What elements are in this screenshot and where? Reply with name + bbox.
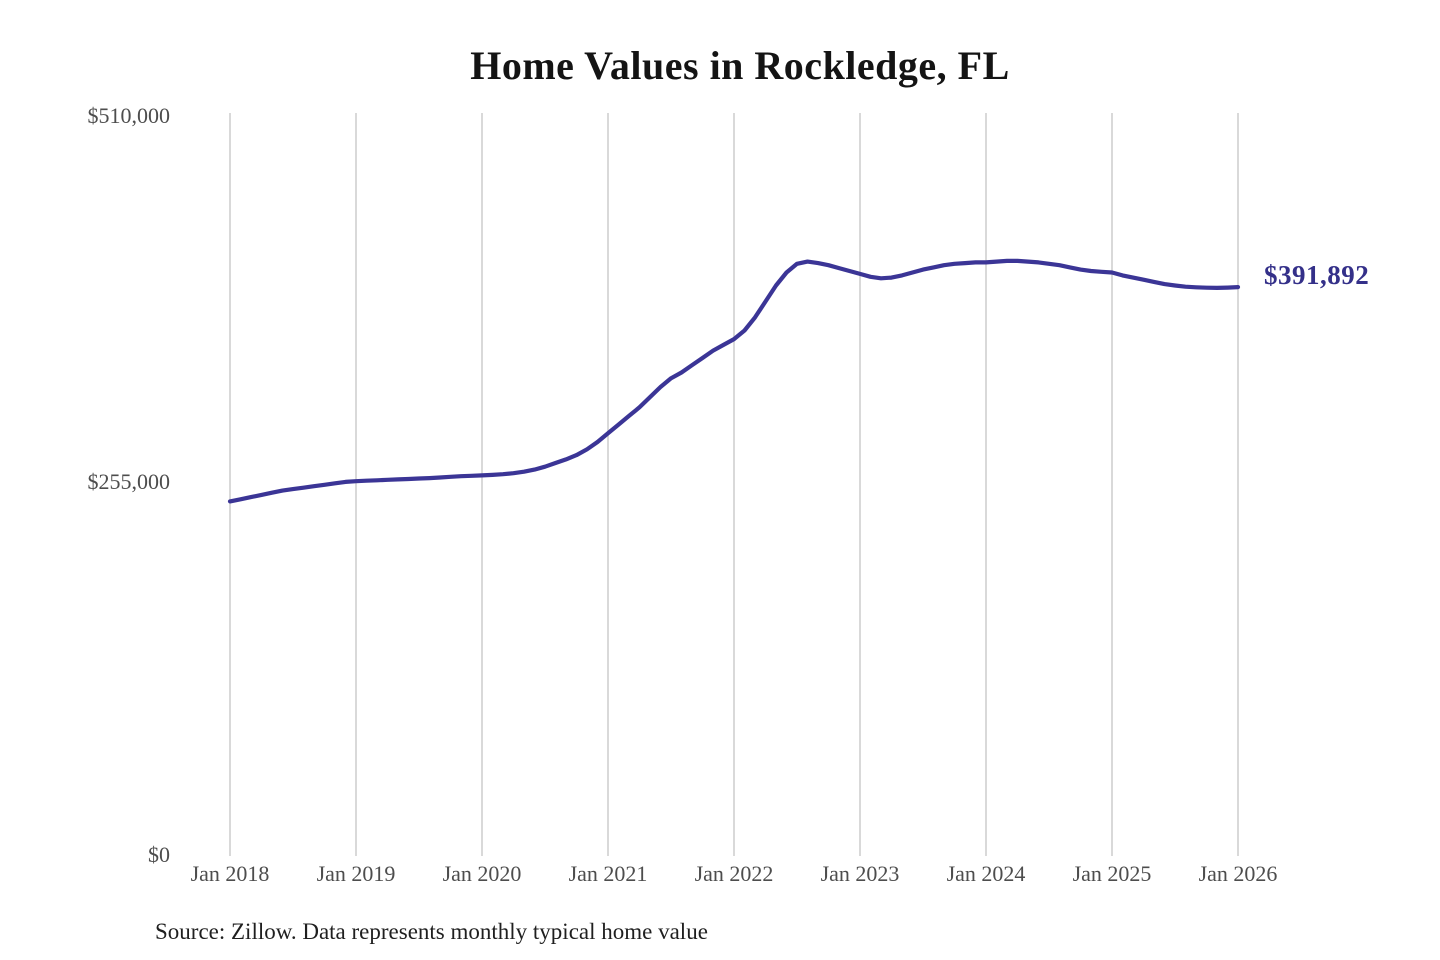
chart-title: Home Values in Rockledge, FL bbox=[470, 43, 1010, 88]
x-tick-label-2026: Jan 2026 bbox=[1198, 861, 1278, 886]
x-tick-label-2019: Jan 2019 bbox=[316, 861, 396, 886]
x-tick-label-2025: Jan 2025 bbox=[1072, 861, 1152, 886]
x-tick-label-2020: Jan 2020 bbox=[442, 861, 522, 886]
y-tick-label-255000: $255,000 bbox=[87, 469, 171, 494]
x-tick-label-2021: Jan 2021 bbox=[568, 861, 648, 886]
x-tick-label-2018: Jan 2018 bbox=[190, 861, 270, 886]
y-tick-label-510000: $510,000 bbox=[87, 103, 171, 128]
x-tick-label-2023: Jan 2023 bbox=[820, 861, 900, 886]
latest-value-label: $391,892 bbox=[1264, 260, 1370, 290]
y-tick-label-0: $0 bbox=[148, 842, 170, 867]
x-tick-label-2022: Jan 2022 bbox=[694, 861, 774, 886]
x-tick-label-2024: Jan 2024 bbox=[946, 861, 1026, 886]
source-note: Source: Zillow. Data represents monthly … bbox=[155, 919, 708, 944]
home-value-line bbox=[227, 258, 1241, 504]
